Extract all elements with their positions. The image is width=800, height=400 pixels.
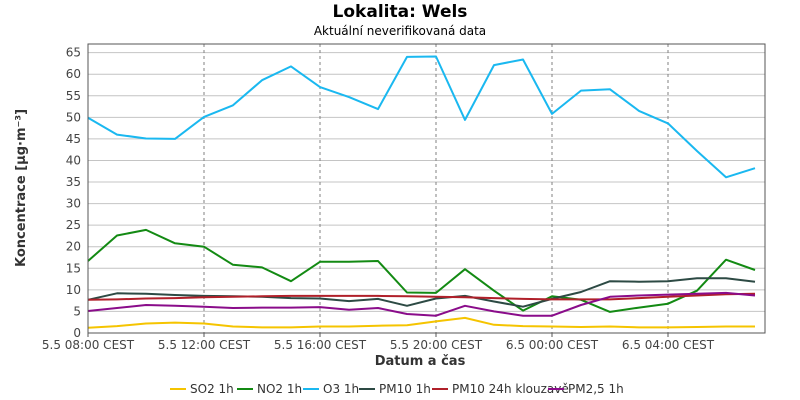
- series-lines: [87, 55, 756, 329]
- series-line-0: [87, 316, 755, 329]
- series-line-2: [87, 55, 756, 179]
- y-tick-label: 65: [66, 46, 81, 60]
- series-line-5: [87, 291, 756, 317]
- legend: SO2 1h NO2 1h O3 1h PM10 1h PM10 24h klouzav…: [170, 382, 624, 396]
- series-line-4: [87, 292, 756, 301]
- y-tick-label: 0: [73, 326, 81, 340]
- legend-label: NO2 1h: [257, 382, 302, 396]
- plot-area: [88, 44, 765, 333]
- x-tick-label: 5.5 16:00 CEST: [274, 338, 367, 352]
- y-tick-label: 5: [73, 304, 81, 318]
- y-axis-label: Koncentrace [µg·m⁻³]: [14, 109, 29, 267]
- y-tick-label: 15: [66, 261, 81, 275]
- series-line-3: [87, 277, 756, 308]
- legend-label: PM10 1h: [379, 382, 431, 396]
- legend-label: PM10 24h klouzavě: [452, 382, 569, 396]
- x-axis-label: Datum a čas: [375, 354, 466, 369]
- y-tick-label: 10: [66, 283, 81, 297]
- chart-subtitle: Aktuální neverifikovaná data: [314, 24, 486, 38]
- x-tick-label: 5.5 12:00 CEST: [158, 338, 251, 352]
- x-tick-label: 5.5 08:00 CEST: [42, 338, 135, 352]
- series-line-1: [87, 228, 756, 313]
- y-tick-label: 40: [66, 153, 81, 167]
- x-tick-labels: 5.5 08:00 CEST 5.5 12:00 CEST 5.5 16:00 CE…: [42, 338, 715, 352]
- chart-title: Lokalita: Wels: [333, 2, 468, 22]
- y-tick-label: 25: [66, 218, 81, 232]
- plot-frame: [87, 43, 766, 334]
- y-tick-label: 20: [66, 240, 81, 254]
- y-tick-label: 55: [66, 89, 81, 103]
- legend-label: PM2,5 1h: [568, 382, 624, 396]
- x-tick-label: 6.5 00:00 CEST: [506, 338, 599, 352]
- legend-label: O3 1h: [323, 382, 359, 396]
- x-tick-label: 6.5 04:00 CEST: [622, 338, 715, 352]
- y-tick-label: 45: [66, 132, 81, 146]
- y-tick-label: 30: [66, 197, 81, 211]
- y-tick-label: 60: [66, 67, 81, 81]
- x-tick-label: 5.5 20:00 CEST: [390, 338, 483, 352]
- legend-label: SO2 1h: [190, 382, 234, 396]
- y-tick-label: 50: [66, 110, 81, 124]
- y-tick-label: 35: [66, 175, 81, 189]
- y-tick-labels: 0 5 10 15 20 25 30 35 40 45 50 55 60 65: [66, 46, 81, 340]
